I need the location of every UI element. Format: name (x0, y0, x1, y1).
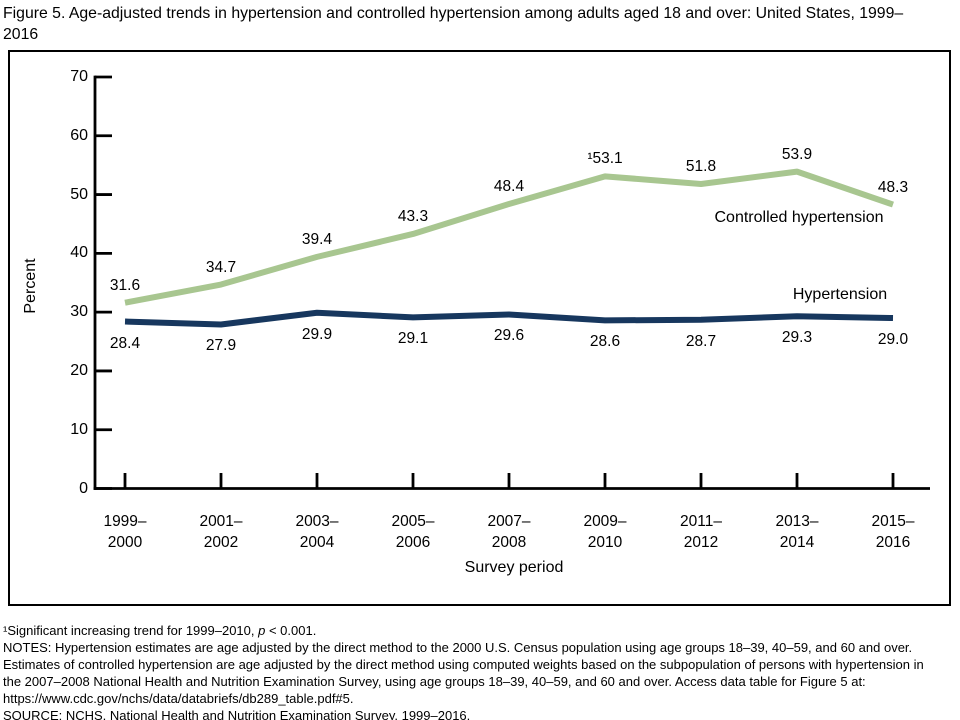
series-line-controlled-hypertension (124, 168, 894, 306)
footnote-line: ¹Significant increasing trend for 1999–2… (3, 623, 317, 638)
x-tick-label: 2007– 2008 (487, 513, 531, 551)
footnote-line: the 2007–2008 National Health and Nutrit… (3, 674, 866, 689)
x-tick-label: 2005– 2006 (391, 513, 435, 551)
data-label-controlled-hypertension: 48.3 (877, 178, 909, 196)
data-label-controlled-hypertension: 34.7 (205, 258, 237, 276)
series-line-hypertension (124, 309, 894, 328)
data-label-controlled-hypertension: 31.6 (109, 276, 141, 294)
footnote-line: NOTES: Hypertension estimates are age ad… (3, 640, 913, 655)
data-label-controlled-hypertension: ¹53.1 (587, 150, 623, 168)
data-label-hypertension: 27.9 (205, 337, 237, 355)
data-label-hypertension: 29.1 (397, 330, 429, 348)
footnote-line: SOURCE: NCHS, National Health and Nutrit… (3, 708, 471, 720)
data-label-hypertension: 28.6 (589, 333, 621, 351)
x-tick-label: 1999– 2000 (103, 513, 147, 551)
y-tick-label: 20 (70, 361, 88, 379)
x-tick-label: 2001– 2002 (199, 513, 243, 551)
figure-title: Figure 5. Age-adjusted trends in hyperte… (3, 5, 904, 43)
y-tick-label: 70 (70, 68, 88, 85)
x-tick-label: 2009– 2010 (583, 513, 627, 551)
y-tick-label: 60 (70, 126, 88, 144)
data-label-hypertension: 29.3 (781, 329, 813, 347)
chart-frame (8, 50, 951, 606)
data-label-hypertension: 28.4 (109, 334, 141, 352)
y-tick-label: 50 (70, 185, 88, 203)
y-tick-label: 40 (70, 244, 88, 262)
series-label-hypertension: Hypertension (792, 286, 888, 303)
data-label-controlled-hypertension: 53.9 (781, 145, 813, 163)
y-tick-label: 0 (79, 479, 88, 497)
x-tick-label: 2011– 2012 (680, 513, 722, 551)
data-label-controlled-hypertension: 43.3 (397, 207, 429, 225)
data-label-controlled-hypertension: 51.8 (685, 157, 717, 175)
y-tick-label: 10 (70, 420, 88, 438)
y-tick-label: 30 (70, 303, 88, 321)
x-tick-label: 2013– 2014 (775, 513, 819, 551)
data-label-hypertension: 28.7 (685, 332, 717, 350)
footnote-line: Estimates of controlled hypertension are… (3, 657, 924, 672)
y-axis-title: Percent (22, 258, 39, 314)
data-label-controlled-hypertension: 39.4 (301, 230, 333, 248)
data-label-controlled-hypertension: 48.4 (493, 177, 525, 195)
data-label-hypertension: 29.0 (877, 331, 909, 349)
footnote-line: https://www.cdc.gov/nchs/data/databriefs… (3, 691, 354, 706)
x-tick-label: 2003– 2004 (295, 513, 339, 551)
series-label-controlled-hypertension: Controlled hypertension (714, 209, 884, 226)
footnotes: ¹Significant increasing trend for 1999–2… (3, 622, 957, 720)
x-axis-title: Survey period (464, 559, 564, 576)
x-tick-label: 2015– 2016 (871, 513, 915, 551)
data-label-hypertension: 29.6 (493, 327, 525, 345)
data-label-hypertension: 29.9 (301, 325, 333, 343)
